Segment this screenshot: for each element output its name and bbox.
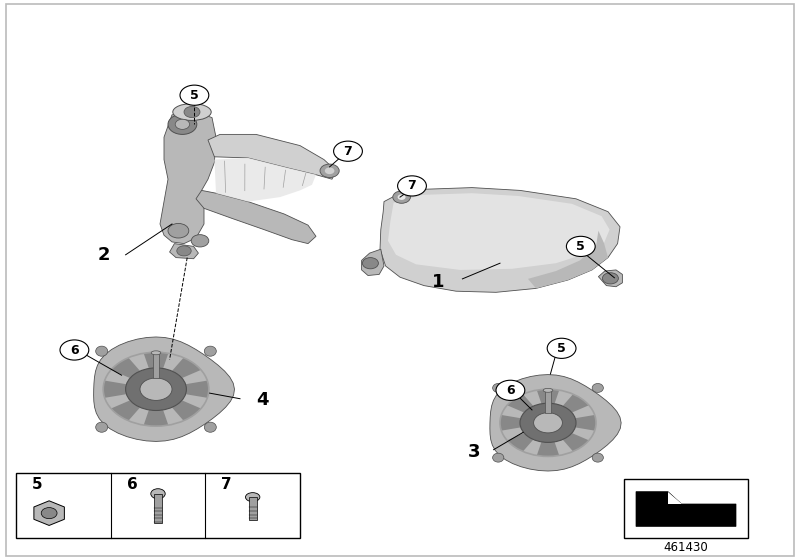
- Polygon shape: [186, 381, 209, 398]
- Polygon shape: [575, 415, 596, 431]
- Text: 461430: 461430: [664, 541, 708, 554]
- Bar: [153, 353, 159, 378]
- Polygon shape: [537, 442, 559, 456]
- Ellipse shape: [204, 422, 216, 432]
- Bar: [154, 494, 162, 523]
- Circle shape: [140, 378, 172, 400]
- Ellipse shape: [151, 351, 161, 355]
- Polygon shape: [668, 492, 682, 504]
- Ellipse shape: [173, 104, 211, 120]
- Polygon shape: [196, 190, 316, 244]
- Text: 3: 3: [467, 444, 480, 461]
- Circle shape: [602, 273, 618, 284]
- Text: 4: 4: [256, 391, 269, 409]
- Ellipse shape: [204, 346, 216, 356]
- Polygon shape: [528, 231, 608, 288]
- Text: 7: 7: [408, 179, 416, 193]
- Circle shape: [496, 380, 525, 400]
- Polygon shape: [144, 352, 168, 368]
- Ellipse shape: [592, 453, 603, 462]
- Text: 7: 7: [344, 144, 352, 158]
- Circle shape: [534, 413, 562, 433]
- FancyBboxPatch shape: [624, 479, 748, 538]
- Ellipse shape: [543, 389, 553, 392]
- Circle shape: [320, 164, 339, 178]
- Polygon shape: [388, 193, 610, 270]
- Polygon shape: [214, 158, 316, 202]
- Text: 5: 5: [190, 88, 198, 102]
- Bar: [249, 497, 257, 520]
- Circle shape: [362, 258, 378, 269]
- Polygon shape: [34, 501, 64, 525]
- Ellipse shape: [246, 493, 260, 502]
- FancyBboxPatch shape: [16, 473, 300, 538]
- Text: 1: 1: [432, 273, 445, 291]
- Polygon shape: [170, 244, 198, 259]
- Circle shape: [177, 246, 191, 256]
- Bar: [545, 390, 551, 413]
- Circle shape: [60, 340, 89, 360]
- Circle shape: [191, 235, 209, 247]
- Ellipse shape: [493, 453, 504, 462]
- Circle shape: [393, 191, 410, 203]
- Circle shape: [325, 167, 334, 174]
- Circle shape: [175, 119, 190, 129]
- Polygon shape: [103, 381, 126, 398]
- Circle shape: [566, 236, 595, 256]
- Polygon shape: [94, 337, 234, 441]
- Polygon shape: [362, 249, 384, 276]
- Polygon shape: [562, 433, 589, 451]
- Text: 6: 6: [506, 384, 514, 397]
- Circle shape: [334, 141, 362, 161]
- Text: 6: 6: [126, 477, 138, 492]
- Circle shape: [398, 176, 426, 196]
- Polygon shape: [598, 270, 622, 287]
- Circle shape: [180, 85, 209, 105]
- Circle shape: [547, 338, 576, 358]
- Ellipse shape: [96, 346, 108, 356]
- Circle shape: [184, 106, 200, 118]
- Polygon shape: [160, 112, 216, 244]
- Polygon shape: [144, 410, 168, 426]
- Text: 7: 7: [222, 477, 232, 492]
- Text: 6: 6: [70, 343, 78, 357]
- Text: 5: 5: [558, 342, 566, 355]
- Text: 5: 5: [32, 477, 42, 492]
- Polygon shape: [172, 400, 201, 421]
- Circle shape: [168, 223, 189, 238]
- Polygon shape: [636, 492, 736, 526]
- Polygon shape: [500, 415, 521, 431]
- Polygon shape: [172, 358, 201, 378]
- Ellipse shape: [96, 422, 108, 432]
- Polygon shape: [208, 134, 336, 179]
- Ellipse shape: [150, 489, 165, 499]
- Circle shape: [126, 368, 186, 410]
- Text: 2: 2: [98, 246, 110, 264]
- Ellipse shape: [592, 384, 603, 393]
- Circle shape: [42, 507, 57, 519]
- Circle shape: [168, 114, 197, 134]
- Polygon shape: [537, 389, 559, 404]
- Polygon shape: [111, 358, 140, 378]
- Ellipse shape: [493, 384, 504, 393]
- Circle shape: [520, 403, 576, 442]
- Text: 5: 5: [577, 240, 585, 253]
- Polygon shape: [507, 433, 534, 451]
- Polygon shape: [490, 375, 621, 471]
- Polygon shape: [380, 188, 620, 292]
- Polygon shape: [507, 394, 534, 413]
- Circle shape: [398, 194, 406, 200]
- Polygon shape: [562, 394, 589, 413]
- Polygon shape: [111, 400, 140, 421]
